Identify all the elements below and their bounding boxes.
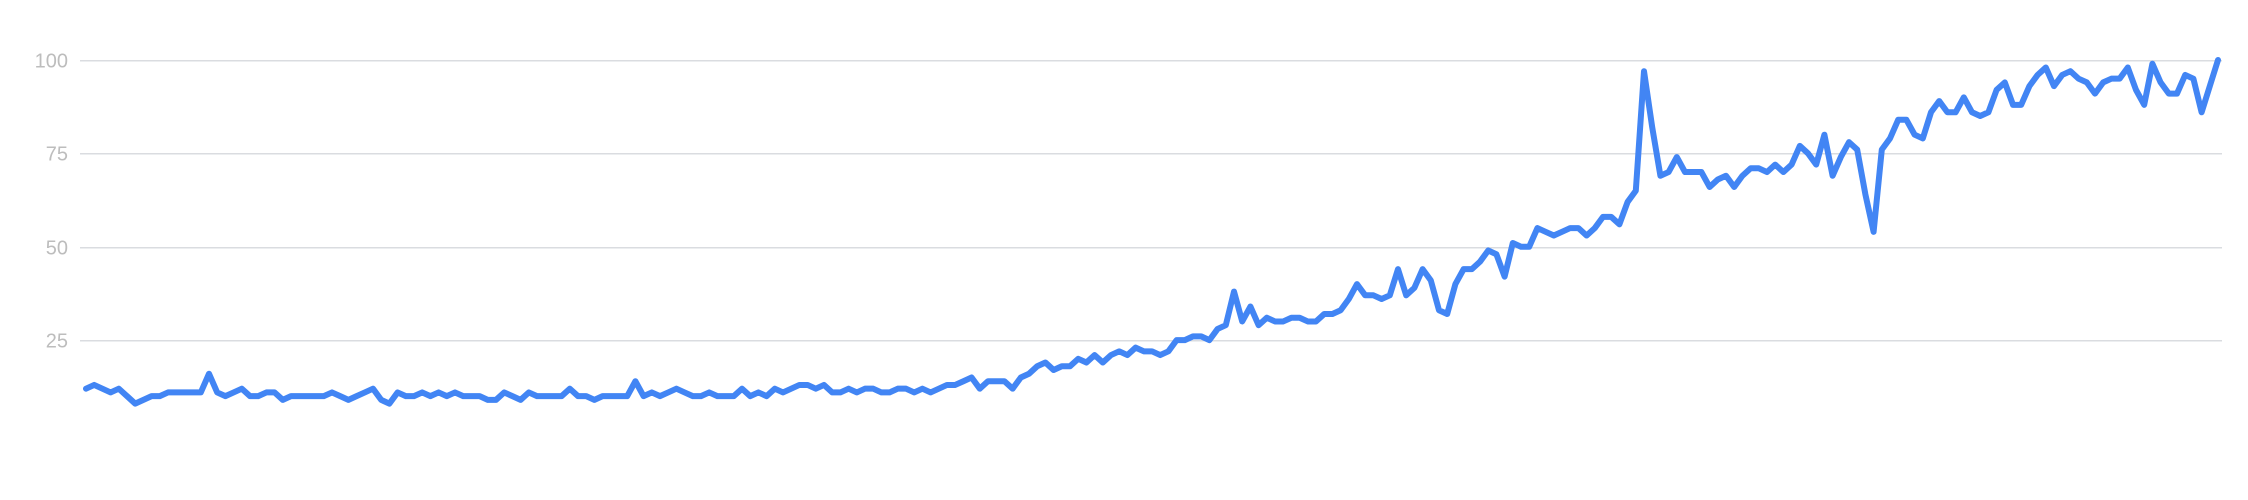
y-tick-label-75: 75 [46, 144, 68, 166]
y-tick-label-25: 25 [46, 331, 68, 353]
y-axis-tick-labels: 25 50 75 100 [35, 51, 68, 353]
series-line-0 [83, 57, 2221, 407]
y-tick-label-50: 50 [46, 238, 68, 260]
gridlines [80, 59, 2222, 342]
y-tick-label-100: 100 [35, 51, 68, 73]
series-lines [83, 57, 2221, 407]
